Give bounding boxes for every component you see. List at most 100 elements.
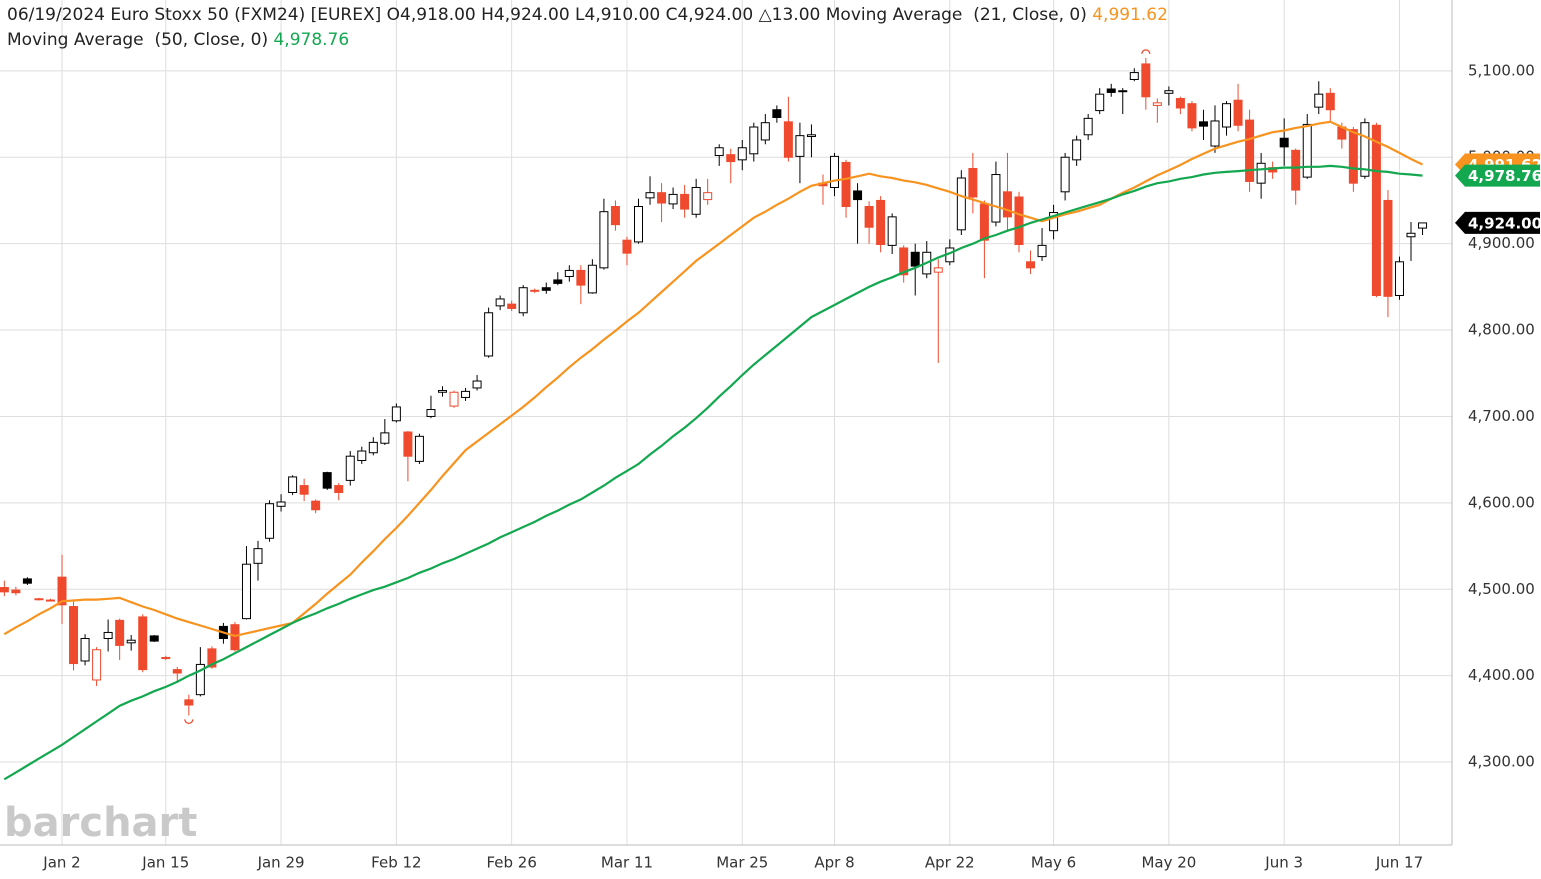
candle-body: [1129, 72, 1139, 80]
x-tick-label: Feb 26: [486, 854, 536, 872]
candle-body: [1037, 244, 1047, 258]
candle-body: [1187, 103, 1197, 129]
candle-body: [172, 669, 182, 674]
candle-body: [149, 635, 159, 642]
x-tick-label: Mar 11: [601, 854, 653, 872]
x-tick-label: May 6: [1031, 854, 1076, 872]
candle-body: [1060, 156, 1070, 193]
x-tick-label: Jun 3: [1264, 854, 1303, 872]
candle-body: [265, 503, 275, 539]
badges: 4,991.624,978.764,924.00: [1455, 153, 1541, 234]
candle-body: [241, 563, 251, 620]
candle-body: [403, 431, 413, 457]
candle-body: [680, 193, 690, 210]
candle-body: [57, 576, 67, 606]
candle-body: [207, 648, 217, 668]
candle-body: [830, 155, 840, 188]
ma21-value: 4,991.62: [1092, 5, 1168, 25]
candle-body: [184, 699, 194, 706]
candle-body: [1072, 139, 1082, 161]
x-tick-label: Apr 8: [814, 854, 854, 872]
header-title: 06/19/2024 Euro Stoxx 50 (FXM24) [EUREX]…: [7, 5, 821, 25]
candle-body: [69, 606, 79, 665]
marks: [0, 49, 1428, 781]
candle-body: [322, 472, 332, 489]
candle-body: [1256, 162, 1266, 184]
last-price-badge: [1455, 211, 1540, 234]
x-tick-label: May 20: [1141, 854, 1196, 872]
candle-body: [1210, 120, 1220, 147]
last-price-badge-label: 4,924.00: [1468, 214, 1541, 232]
candle-body: [899, 247, 909, 276]
candle-body: [1325, 92, 1335, 111]
x-tick-label: Jan 2: [42, 854, 80, 872]
candle-body: [161, 657, 171, 660]
candle-body: [691, 186, 701, 215]
x-tick-label: Mar 25: [716, 854, 768, 872]
candle-body: [553, 279, 563, 284]
candle-body: [1302, 123, 1312, 178]
candle-body: [45, 599, 55, 602]
y-tick-label: 5,100.00: [1468, 61, 1535, 79]
y-tick-label: 4,700.00: [1468, 407, 1535, 425]
candle-body: [795, 135, 805, 157]
period-low-marker: [184, 719, 194, 725]
candle-body: [714, 147, 724, 157]
y-tick-label: 4,300.00: [1468, 753, 1535, 771]
candle-body: [22, 578, 32, 584]
candle-body: [564, 269, 574, 277]
candle-body: [518, 287, 528, 314]
candle-body: [910, 251, 920, 267]
ma50-value: 4,978.76: [273, 30, 350, 50]
candle-body: [80, 638, 90, 662]
x-tick-label: Feb 12: [371, 854, 421, 872]
candle-body: [599, 211, 609, 269]
y-tick-label: 4,600.00: [1468, 493, 1535, 511]
y-tick-label: 4,900.00: [1468, 234, 1535, 252]
x-tick-label: Apr 22: [925, 854, 975, 872]
candle-body: [587, 264, 597, 294]
candle-body: [391, 406, 401, 422]
y-tick-label: 4,400.00: [1468, 666, 1535, 684]
candle-body: [968, 167, 978, 198]
candle-body: [726, 154, 736, 163]
candle-body: [1222, 103, 1232, 128]
candle-body: [668, 193, 678, 205]
candle-body: [1418, 222, 1428, 229]
candle-body: [426, 409, 436, 417]
candle-body: [703, 192, 713, 201]
period-high-marker: [1141, 49, 1151, 55]
candle-body: [1118, 90, 1128, 93]
candle-body: [1348, 129, 1358, 184]
candle-body: [887, 216, 897, 246]
candle-body: [772, 109, 782, 119]
candle-body: [0, 587, 9, 593]
candle-body: [1394, 261, 1404, 296]
candle-body: [1002, 191, 1012, 218]
candle-body: [1371, 124, 1381, 296]
candle-body: [115, 619, 125, 646]
moving-average-line: [3, 120, 1423, 638]
candle-body: [1406, 232, 1416, 238]
candle-body: [126, 639, 136, 644]
candle-body: [195, 663, 205, 696]
candle-body: [541, 287, 551, 291]
candle-body: [437, 390, 447, 393]
candle-body: [138, 616, 148, 671]
candle-body: [1106, 88, 1116, 93]
candle-body: [760, 122, 770, 141]
candle-body: [979, 203, 989, 241]
last-value-badge-label: 4,978.76: [1468, 167, 1541, 185]
candle-body: [1164, 90, 1174, 94]
candle-body: [1314, 93, 1324, 108]
candle-body: [1095, 93, 1105, 112]
moving-average-line: [3, 164, 1423, 781]
candle-body: [634, 205, 643, 243]
candle-body: [1245, 119, 1255, 182]
last-value-badge: [1455, 164, 1540, 187]
candle-body: [288, 476, 298, 493]
candle-body: [1141, 63, 1151, 98]
candle-body: [1279, 137, 1289, 148]
